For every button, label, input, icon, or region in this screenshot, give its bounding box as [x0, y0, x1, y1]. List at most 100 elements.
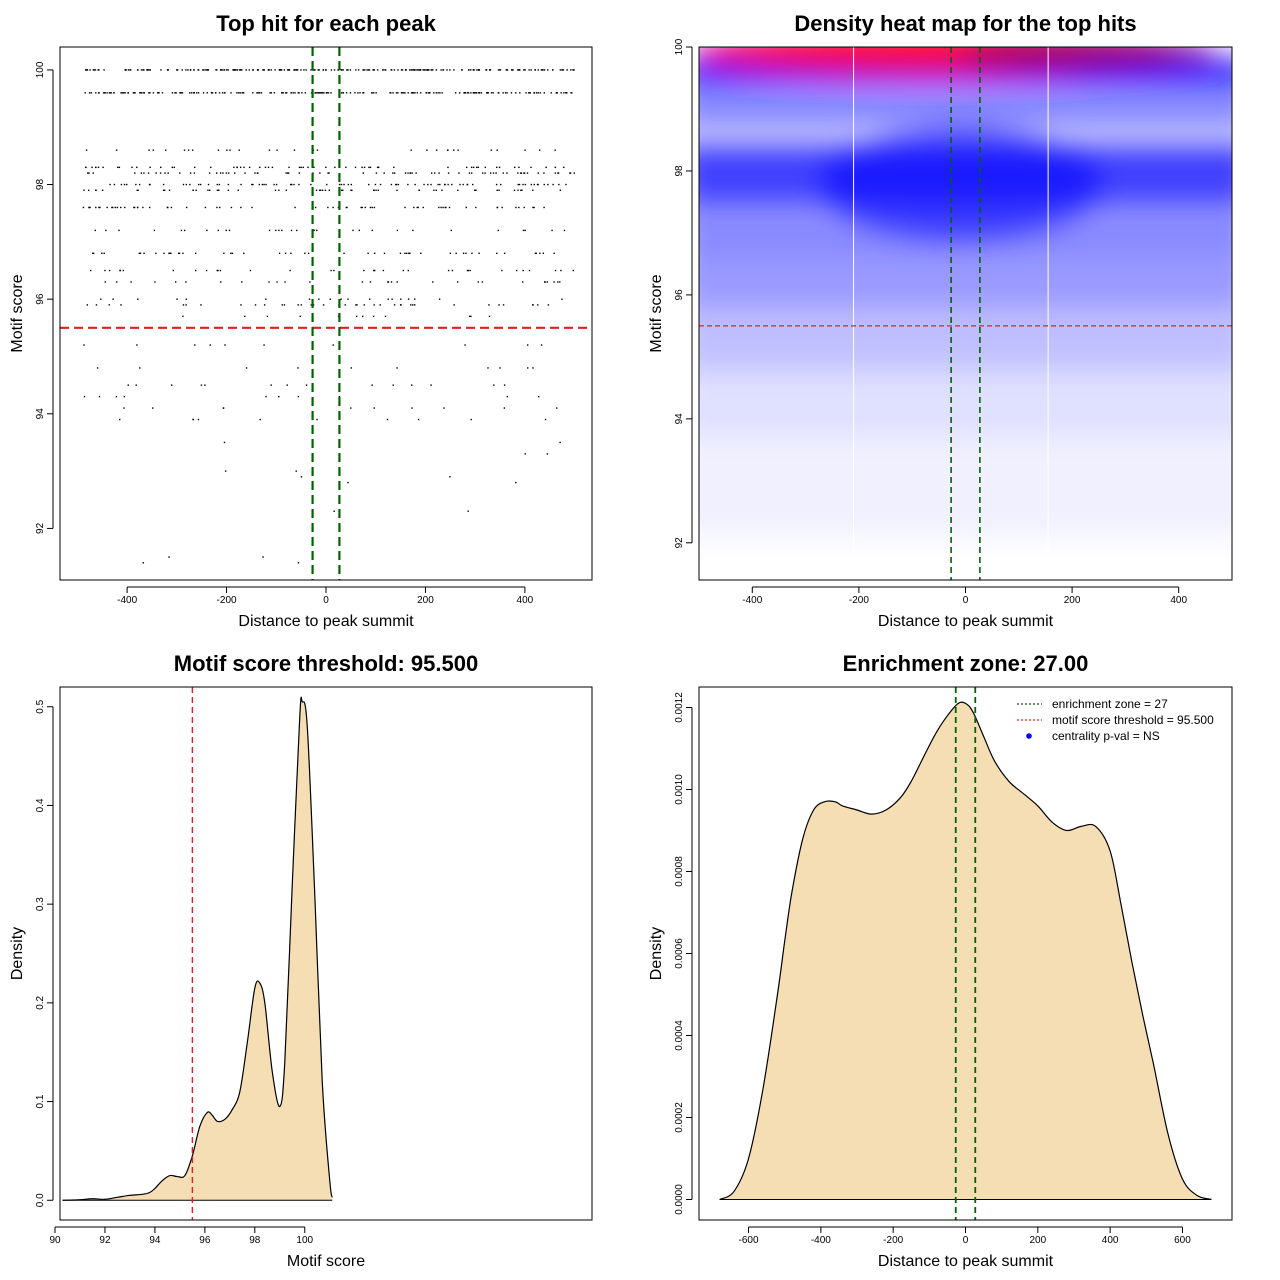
scatter-point	[124, 92, 126, 94]
scatter-point	[148, 92, 150, 94]
scatter-point	[290, 229, 293, 232]
scatter-point	[458, 92, 461, 94]
scatter-point	[347, 183, 350, 186]
scatter-point	[239, 69, 242, 71]
scatter-point	[332, 206, 334, 209]
scatter-point	[447, 183, 449, 186]
scatter-point	[230, 206, 233, 209]
scatter-point	[462, 252, 465, 255]
x-tick-label: -400	[811, 1235, 831, 1246]
scatter-point	[451, 269, 454, 272]
scatter-point	[373, 407, 375, 409]
scatter-point	[174, 92, 176, 94]
scatter-point	[375, 92, 377, 94]
scatter-point	[318, 92, 320, 94]
scatter-point	[249, 269, 252, 272]
scatter-point	[104, 269, 106, 272]
scatter-point	[449, 69, 451, 71]
scatter-point	[528, 69, 530, 71]
scatter-point	[490, 92, 493, 94]
scatter-point	[307, 252, 310, 255]
scatter-point	[297, 562, 300, 564]
scatter-point	[281, 92, 283, 94]
scatter-point	[424, 69, 426, 71]
scatter-point	[499, 367, 501, 369]
scatter-point	[438, 206, 440, 209]
scatter-point	[240, 183, 242, 186]
scatter-point	[346, 206, 348, 209]
scatter-point	[477, 166, 480, 169]
scatter-point	[360, 206, 362, 209]
scatter-point	[438, 172, 440, 174]
scatter-point	[533, 206, 535, 209]
scatter-point	[486, 92, 489, 94]
scatter-point	[444, 183, 446, 186]
scatter-point	[400, 69, 403, 71]
scatter-point	[288, 166, 290, 169]
scatter-point	[409, 252, 411, 255]
scatter-point	[543, 183, 545, 186]
scatter-point	[357, 92, 359, 94]
scatter-point	[446, 69, 448, 71]
scatter-point	[465, 206, 467, 209]
scatter-point	[95, 206, 97, 209]
legend-dot	[1026, 733, 1032, 739]
scatter-point	[220, 281, 222, 283]
scatter-point	[132, 92, 135, 94]
scatter-point	[375, 189, 377, 191]
heatmap-band	[699, 245, 1232, 308]
scatter-point	[533, 183, 535, 186]
scatter-point	[404, 172, 407, 174]
scatter-point	[472, 166, 475, 169]
scatter-point	[88, 92, 91, 94]
scatter-point	[130, 281, 132, 283]
scatter-point	[240, 206, 242, 209]
x-tick-label: 100	[296, 1235, 313, 1246]
scatter-point	[305, 384, 308, 386]
scatter-point	[187, 149, 190, 151]
scatter-point	[197, 92, 200, 94]
scatter-point	[254, 304, 257, 306]
scatter-point	[453, 149, 455, 151]
scatter-point	[92, 252, 95, 255]
scatter-point	[368, 69, 371, 71]
scatter-point	[446, 149, 449, 151]
scatter-point	[270, 92, 273, 94]
scatter-point	[467, 92, 470, 94]
scatter-point	[175, 92, 177, 94]
scatter-point	[363, 166, 366, 169]
x-tick-label: 0	[963, 1235, 969, 1246]
scatter-point	[498, 92, 500, 94]
scatter-point	[550, 92, 552, 94]
scatter-point	[210, 166, 212, 169]
scatter-point	[111, 206, 114, 209]
scatter-point	[340, 298, 342, 300]
scatter-point	[506, 172, 508, 174]
scatter-point	[317, 92, 319, 94]
scatter-point	[555, 92, 558, 94]
scatter-point	[455, 252, 457, 255]
scatter-point	[562, 69, 565, 71]
scatter-point	[124, 206, 126, 209]
scatter-point	[383, 252, 386, 255]
scatter-point	[174, 281, 177, 283]
scatter-point	[139, 367, 141, 369]
scatter-point	[400, 92, 403, 94]
scatter-point	[97, 69, 99, 71]
scatter-point	[202, 92, 205, 94]
scatter-point	[286, 384, 288, 386]
scatter-point	[561, 69, 564, 71]
scatter-point	[197, 418, 200, 421]
scatter-point	[282, 92, 284, 94]
scatter-point	[470, 172, 473, 174]
plot-frame	[59, 686, 593, 1221]
scatter-point	[461, 69, 463, 71]
scatter-point	[429, 92, 431, 94]
scatter-point	[557, 281, 559, 283]
scatter-point	[265, 298, 267, 300]
x-tick-label: -600	[739, 1235, 759, 1246]
scatter-point	[120, 183, 123, 186]
y-tick-label: 0.0004	[674, 1020, 685, 1051]
scatter-point	[522, 183, 524, 186]
scatter-point	[146, 69, 148, 71]
